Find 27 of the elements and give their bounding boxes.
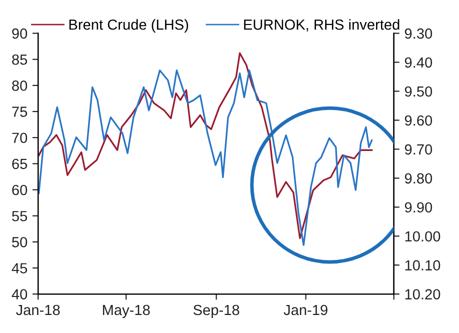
y-tick-label: 55 [12,211,28,222]
y-tick-label: 50 [12,236,28,248]
y-tick-label: 80 [12,80,28,91]
y-tick-label: 60 [12,184,28,196]
y2-tick-label: 9.70 [404,144,432,155]
y2-tick-label: 9.40 [404,57,432,68]
y2-tick-label: 9.90 [404,202,432,213]
legend-label: Brent Crude (LHS) [69,19,188,33]
x-tick-label: May-18 [102,304,150,318]
y2-tick-label: 10.00 [405,231,440,242]
y-tick-label: 45 [12,263,28,274]
legend-label: EURNOK, RHS inverted [244,19,400,32]
y2-tick-label: 9.80 [404,173,432,184]
y-tick-label: 90 [12,28,28,39]
y2-tick-label: 10.20 [405,289,440,300]
y-tick-label: 40 [12,289,28,300]
y-tick-label: 65 [12,158,28,170]
y-tick-label: 85 [12,54,28,65]
y-tick-label: 70 [12,132,28,144]
x-tick-label: Jan-19 [284,304,328,316]
y-tick-label: 75 [12,106,28,117]
x-tick-label: Sep-18 [193,304,240,318]
y2-tick-label: 9.30 [404,28,432,39]
y2-tick-label: 9.50 [404,86,432,97]
y2-tick-label: 9.60 [404,115,432,126]
y2-tick-label: 10.10 [405,260,440,270]
x-tick-label: Jan-18 [16,304,60,316]
